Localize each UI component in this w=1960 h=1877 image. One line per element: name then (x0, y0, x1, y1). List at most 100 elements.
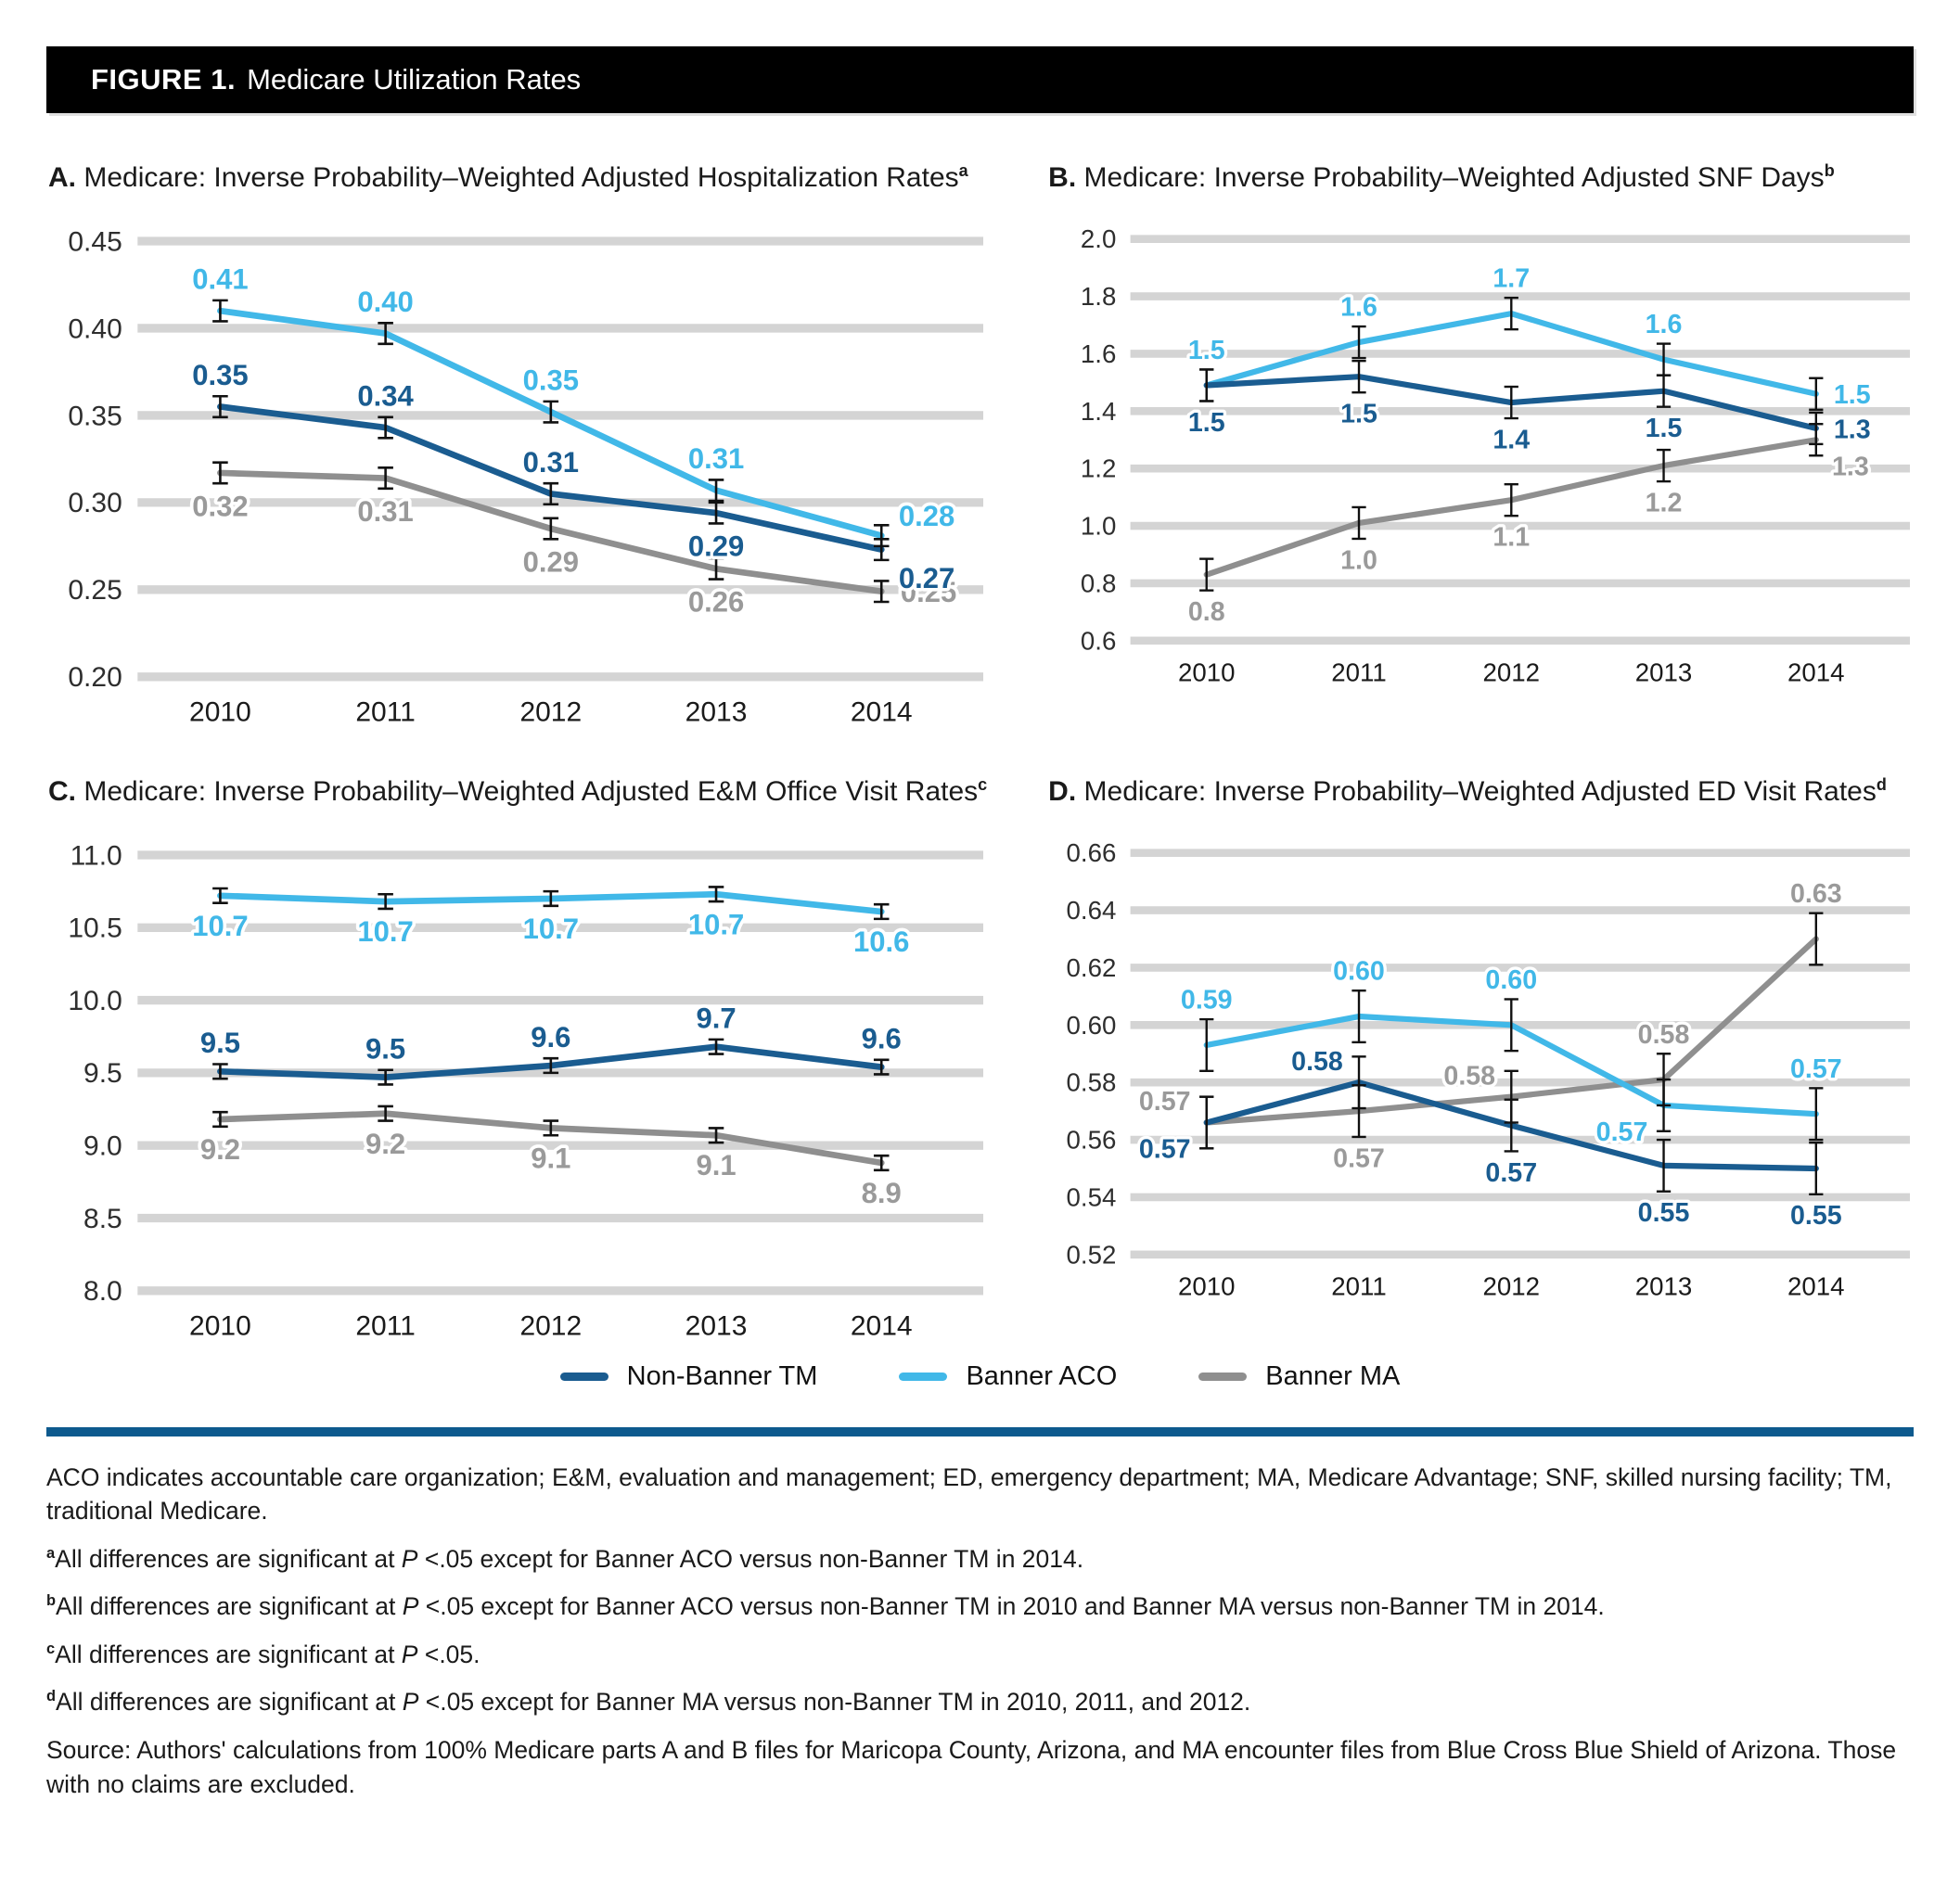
data-label: 0.57 (1790, 1054, 1842, 1084)
data-label: 0.58 (1291, 1047, 1343, 1077)
data-label: 9.5 (200, 1027, 240, 1059)
x-year-label: 2010 (1178, 1271, 1236, 1300)
x-year-label: 2014 (851, 1310, 913, 1341)
data-label: 0.59 (1181, 986, 1233, 1015)
data-label: 0.60 (1333, 957, 1385, 987)
abbreviations-note: ACO indicates accountable care organizat… (46, 1462, 1892, 1526)
y-tick-label: 10.5 (68, 913, 122, 943)
y-tick-label: 0.45 (68, 226, 122, 257)
data-label: 0.25 (901, 576, 956, 608)
y-tick-label: 0.64 (1067, 896, 1117, 925)
y-tick-label: 0.30 (68, 488, 122, 518)
chart-c: 11.0 10.5 10.0 9.5 9.0 8.5 8.0 2010 2011 2012 2013… (68, 840, 984, 1341)
x-year-label: 2010 (189, 1310, 251, 1341)
panel-letter: A. (48, 162, 84, 193)
legend-swatch (1198, 1372, 1248, 1381)
panel-title-superscript: d (1876, 774, 1887, 794)
data-label: 0.28 (899, 500, 954, 532)
chart-b: 2.0 1.8 1.6 1.4 1.2 1.0 0.8 0.6 2010 2011 2012 2013… (1081, 224, 1911, 687)
p-value-symbol: P (401, 1640, 418, 1668)
data-label: 0.31 (688, 442, 744, 475)
y-tick-label: 9.5 (83, 1058, 122, 1089)
data-label: 1.5 (1188, 408, 1225, 438)
data-label: 0.57 (1486, 1158, 1538, 1188)
y-tick-label: 0.20 (68, 662, 122, 693)
data-label: 1.5 (1646, 414, 1683, 443)
x-year-label: 2012 (1483, 1271, 1541, 1300)
legend-label: Non-Banner TM (626, 1360, 818, 1391)
data-label: 0.58 (1444, 1061, 1496, 1091)
panel-title-d: D. Medicare: Inverse Probability–Weighte… (1048, 774, 1887, 807)
data-label: 0.27 (899, 562, 954, 594)
panel-title-a: A. Medicare: Inverse Probability–Weighte… (48, 161, 968, 193)
data-label: 1.6 (1646, 310, 1683, 339)
data-label: 9.2 (200, 1133, 240, 1166)
p-value-symbol: P (401, 1544, 418, 1573)
y-tick-label: 1.2 (1081, 454, 1116, 483)
y-tick-label: 8.0 (83, 1276, 122, 1307)
x-year-label: 2014 (851, 696, 913, 727)
data-label: 0.35 (523, 364, 579, 396)
figure-title: Medicare Utilization Rates (247, 63, 582, 96)
y-tick-label: 0.66 (1067, 838, 1117, 867)
panel-title-c: C. Medicare: Inverse Probability–Weighte… (48, 774, 988, 807)
y-tick-label: 10.0 (68, 986, 122, 1016)
footnote-superscript: a (46, 1544, 56, 1562)
legend-item-banner-aco: Banner ACO (899, 1361, 1117, 1392)
y-tick-label: 0.60 (1067, 1011, 1117, 1040)
data-label: 9.6 (531, 1021, 570, 1053)
figure-page: FIGURE 1. Medicare Utilization Rates A. … (0, 46, 1960, 1877)
p-value-symbol: P (402, 1688, 419, 1717)
footnote-d: dAll differences are significant at P <.… (46, 1688, 1251, 1717)
data-label: 0.29 (688, 530, 744, 563)
y-tick-label: 1.6 (1081, 339, 1116, 368)
footnote-superscript: c (46, 1641, 56, 1658)
data-label: 0.8 (1188, 597, 1225, 627)
data-label: 0.57 (1596, 1117, 1648, 1147)
data-label: 10.7 (688, 908, 744, 940)
chart-legend: Non-Banner TM Banner ACO Banner MA (0, 1361, 1960, 1392)
y-tick-label: 0.52 (1067, 1240, 1117, 1269)
x-year-label: 2011 (355, 696, 416, 727)
footnote-list: aAll differences are significant at P <.… (46, 1542, 1914, 1719)
data-label: 1.0 (1340, 545, 1377, 575)
p-value-symbol: P (402, 1592, 419, 1621)
chart-a: 0.45 0.40 0.35 0.30 0.25 0.20 2010 2011 2012 2013… (68, 226, 984, 727)
figure-title-bar: FIGURE 1. Medicare Utilization Rates (46, 46, 1914, 113)
panel-letter: C. (48, 775, 84, 807)
figure-label: FIGURE 1. (91, 63, 237, 96)
data-label: 0.41 (192, 262, 248, 295)
data-label: 1.3 (1832, 452, 1869, 481)
data-label: 1.2 (1646, 489, 1683, 518)
y-tick-label: 11.0 (70, 840, 122, 871)
source-note: Source: Authors' calculations from 100% … (46, 1736, 1897, 1798)
data-label: 1.3 (1834, 415, 1871, 444)
data-label: 8.9 (862, 1177, 902, 1209)
x-year-label: 2012 (519, 696, 582, 727)
panel-title-superscript: b (1824, 161, 1835, 180)
charts-grid: A. Medicare: Inverse Probability–Weighte… (46, 161, 1914, 1347)
footnote-a: aAll differences are significant at P <.… (46, 1544, 1084, 1573)
y-tick-label: 0.62 (1067, 953, 1117, 982)
x-year-label: 2013 (1635, 1271, 1693, 1300)
y-tick-label: 1.0 (1081, 512, 1116, 541)
y-tick-label: 0.40 (68, 313, 122, 344)
data-label: 0.35 (192, 359, 248, 391)
legend-label: Banner MA (1265, 1360, 1401, 1391)
x-year-label: 2013 (1635, 658, 1693, 687)
y-tick-label: 2.0 (1081, 224, 1116, 253)
footnote-c: cAll differences are significant at P <.… (46, 1640, 480, 1668)
x-year-label: 2010 (1178, 658, 1236, 687)
data-label: 0.55 (1790, 1201, 1842, 1231)
data-label: 0.57 (1333, 1143, 1385, 1173)
y-tick-label: 0.8 (1081, 568, 1116, 597)
data-label: 1.5 (1340, 400, 1377, 429)
data-label: 0.60 (1486, 965, 1538, 995)
legend-swatch (559, 1372, 608, 1381)
data-label: 0.55 (1638, 1198, 1690, 1228)
x-year-label: 2013 (685, 1310, 748, 1341)
footnote-superscript: d (46, 1688, 57, 1705)
legend-label: Banner ACO (966, 1360, 1118, 1391)
data-label: 10.7 (523, 913, 579, 945)
chart-d: 0.66 0.64 0.62 0.60 0.58 0.56 0.54 0.52 2010 2011… (1067, 838, 1911, 1300)
